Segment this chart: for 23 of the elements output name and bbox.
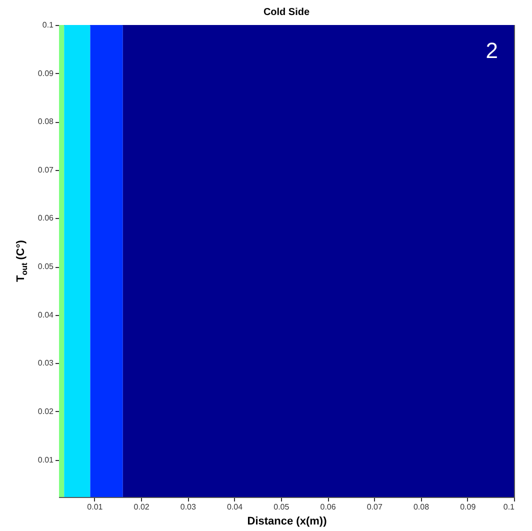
x-tick-label: 0.05	[274, 502, 290, 512]
annotation: 2	[486, 38, 498, 63]
x-tick-label: 0.09	[460, 502, 476, 512]
x-tick-label: 0.04	[227, 502, 244, 512]
x-tick-label: 0.06	[320, 502, 336, 512]
y-tick-label: 0.04	[38, 310, 54, 320]
x-axis-title: Distance (x(m))	[247, 516, 328, 528]
x-tick-label: 0.02	[134, 502, 150, 512]
chart-title: Cold Side	[263, 7, 310, 18]
y-tick-label: 0.08	[38, 117, 54, 126]
y-tick-label: 0.09	[38, 68, 54, 78]
y-tick-label: 0.05	[38, 262, 54, 272]
x-tick-label: 0.01	[87, 502, 104, 512]
y-tick-label: 0.02	[38, 406, 54, 416]
x-tick-label: 0.03	[180, 502, 196, 512]
y-tick-label: 0.03	[38, 358, 54, 368]
y-tick-label: 0.01	[38, 455, 54, 464]
y-tick-label: 0.07	[38, 165, 54, 174]
x-tick-label: 0.07	[366, 502, 383, 512]
y-tick-label: 0.1	[42, 20, 54, 30]
x-tick-label: 0.08	[413, 502, 430, 512]
x-tick-label: 0.1	[503, 502, 516, 512]
y-tick-label: 0.06	[38, 214, 54, 223]
